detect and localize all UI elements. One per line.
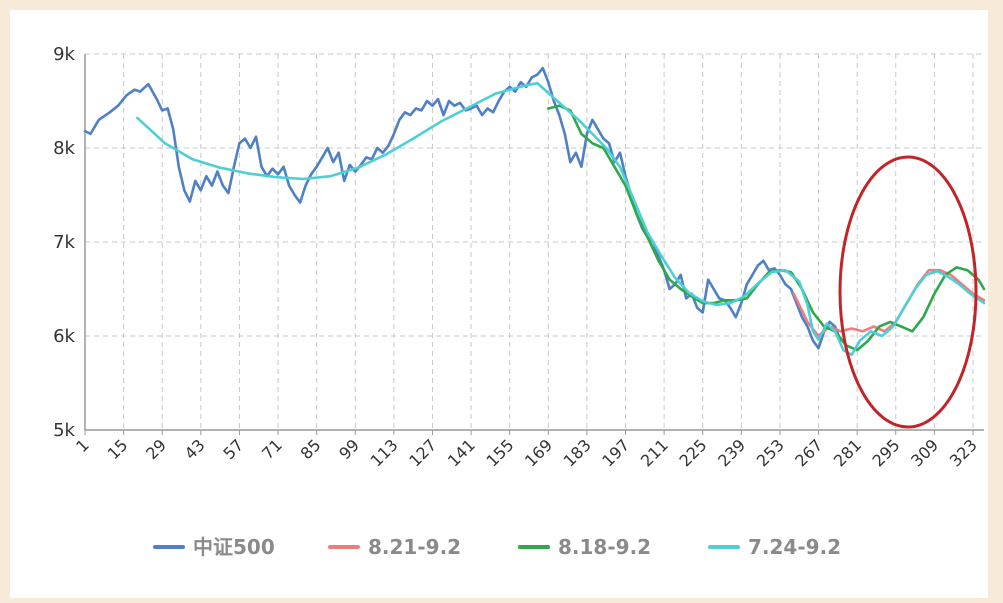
highlight-ellipse (838, 155, 978, 429)
x-tick-label: 239 (714, 435, 749, 470)
legend-label: 8.18-9.2 (558, 535, 651, 559)
grid (84, 53, 984, 430)
x-tick-label: 57 (219, 435, 247, 463)
y-tick-label: 6k (53, 326, 75, 347)
legend-label: 中证500 (193, 535, 275, 559)
x-tick-label: 183 (560, 435, 595, 470)
x-tick-label: 323 (946, 435, 981, 470)
x-tick-label: 15 (104, 435, 132, 463)
x-tick-label: 43 (181, 435, 209, 463)
chart-card: 5k 6k 7k 8k 9k 1 15 29 43 57 71 85 99 113 127 141 155 16… (10, 10, 988, 598)
y-tick-label: 8k (53, 138, 75, 159)
y-axis-ticks: 5k 6k 7k 8k 9k (53, 44, 75, 441)
x-tick-label: 71 (258, 435, 286, 463)
x-tick-label: 85 (297, 435, 325, 463)
x-tick-label: 197 (598, 435, 633, 470)
series-lines (83, 66, 986, 357)
x-tick-label: 155 (482, 435, 517, 470)
series-line-3 (136, 81, 986, 357)
series-line-0 (83, 66, 842, 350)
x-tick-label: 225 (676, 435, 711, 470)
x-tick-label: 281 (830, 435, 865, 470)
legend-label: 8.21-9.2 (368, 535, 461, 559)
x-axis-ticks: 1 15 29 43 57 71 85 99 113 127 141 155 169 183 197 211 2… (72, 435, 981, 470)
series-line-2 (547, 104, 986, 352)
x-tick-label: 211 (637, 435, 672, 470)
x-tick-label: 309 (907, 435, 942, 470)
x-tick-label: 253 (753, 435, 788, 470)
x-tick-label: 141 (444, 435, 479, 470)
legend: 中证500 8.21-9.2 8.18-9.2 7.24-9.2 (153, 535, 841, 559)
x-tick-label: 1 (72, 435, 93, 456)
legend-label: 7.24-9.2 (748, 535, 841, 559)
y-tick-label: 9k (53, 44, 75, 65)
line-chart: 5k 6k 7k 8k 9k 1 15 29 43 57 71 85 99 113 127 141 155 16… (53, 44, 986, 559)
x-tick-label: 113 (367, 435, 402, 470)
x-tick-label: 295 (869, 435, 904, 470)
x-tick-label: 29 (142, 435, 170, 463)
y-tick-label: 5k (53, 420, 75, 441)
axes (84, 54, 984, 435)
x-tick-label: 267 (791, 435, 826, 470)
x-tick-label: 99 (335, 435, 363, 463)
x-tick-label: 127 (405, 435, 440, 470)
y-tick-label: 7k (53, 232, 75, 253)
x-tick-label: 169 (521, 435, 556, 470)
